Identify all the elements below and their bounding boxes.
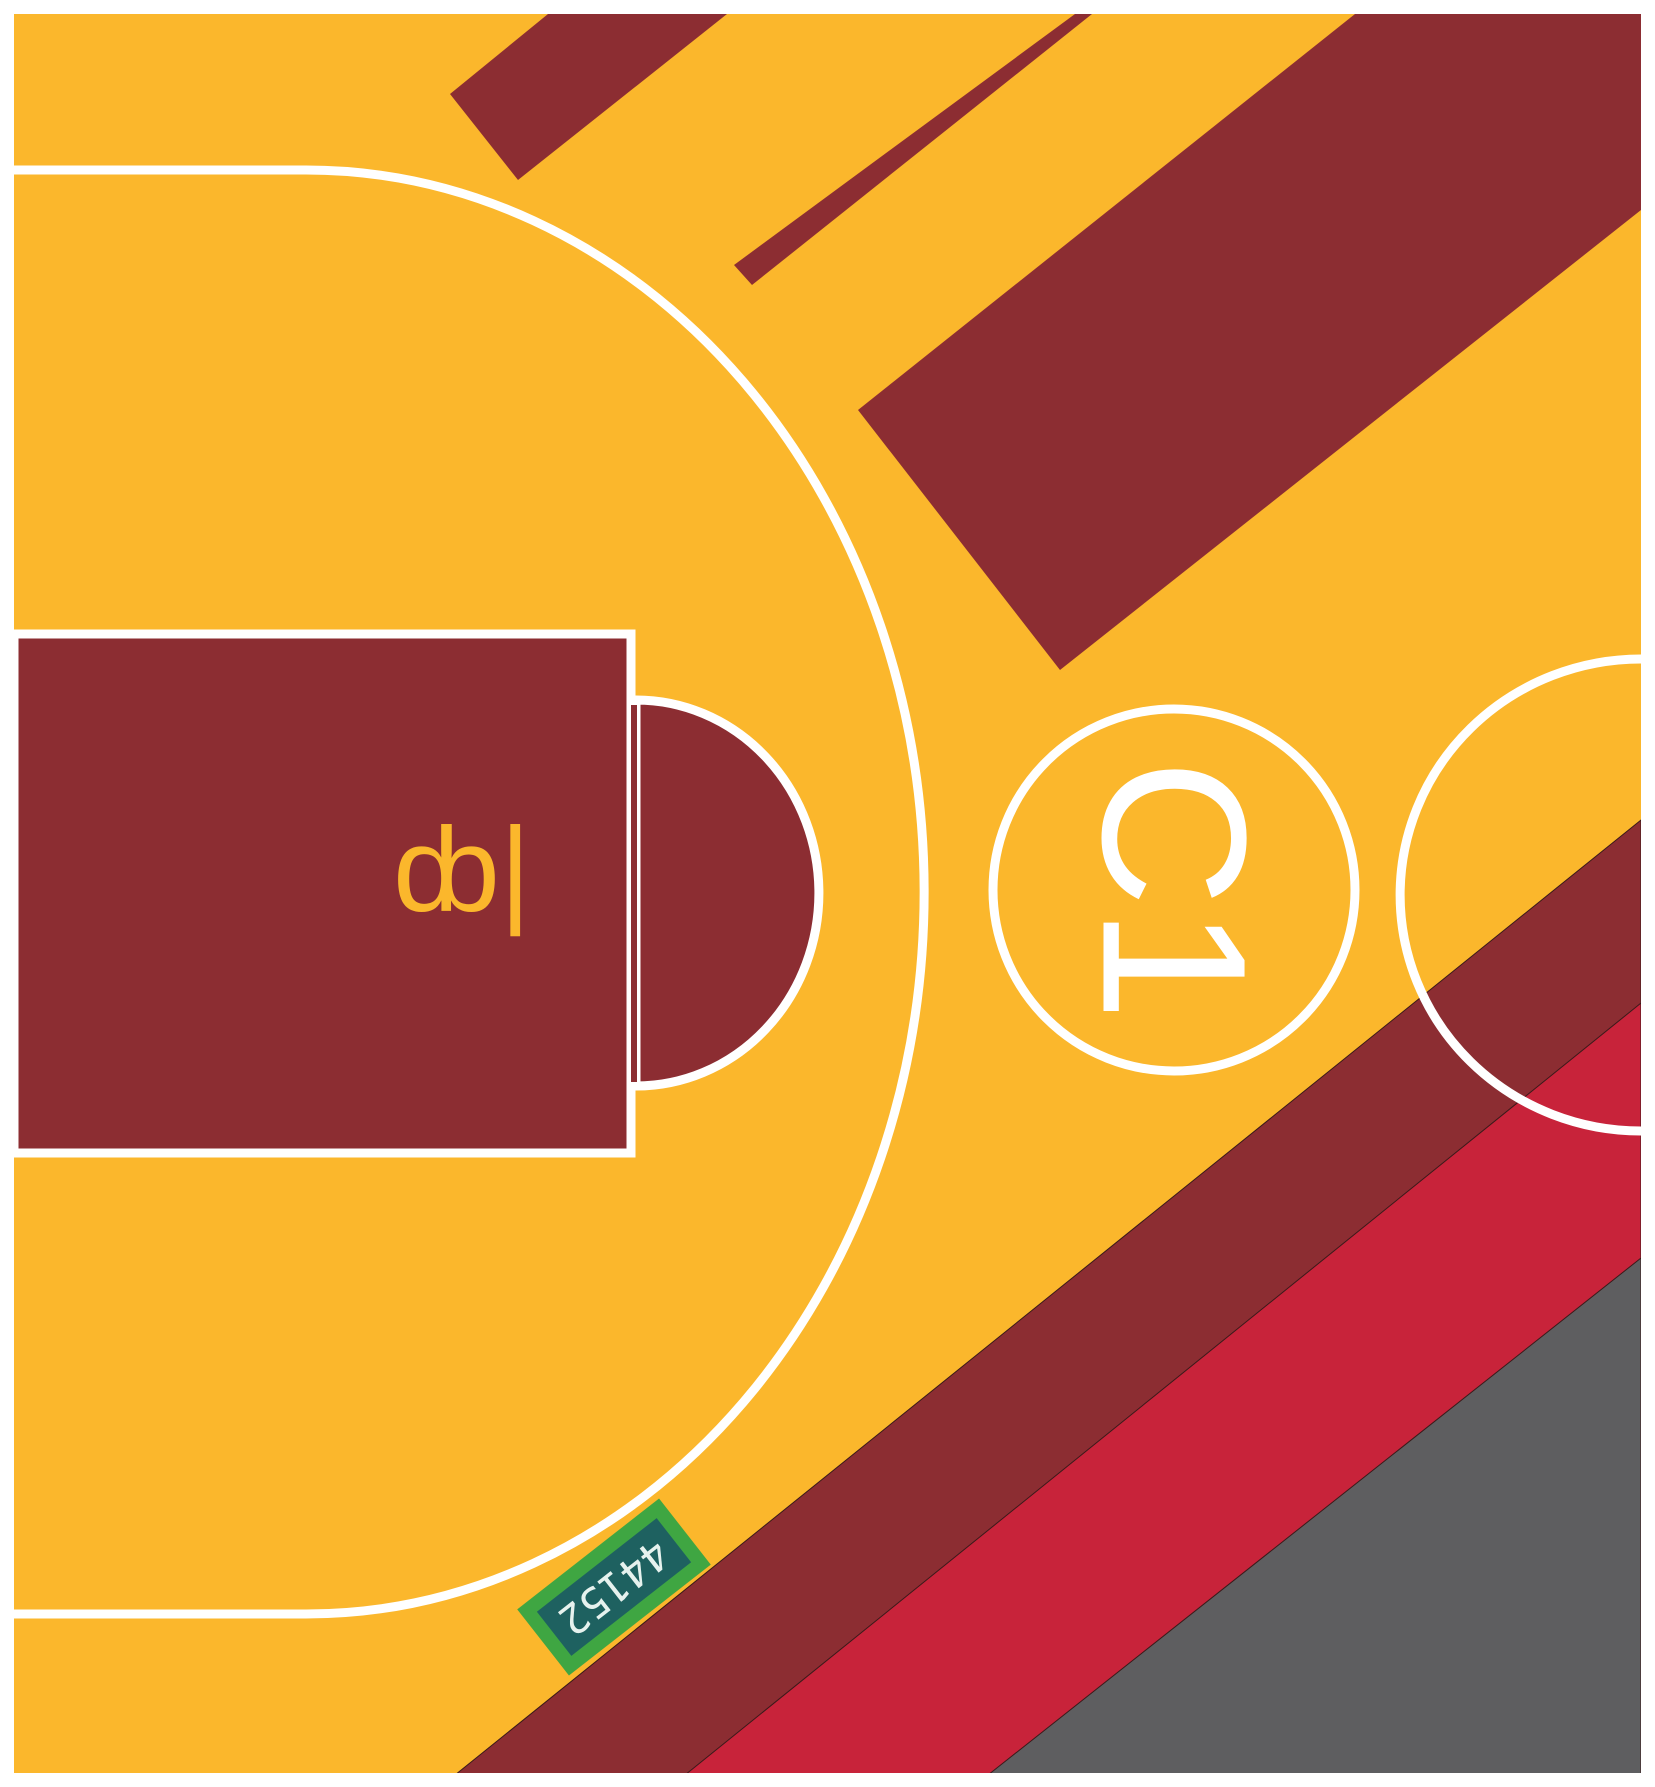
paint-key [9, 629, 636, 1158]
free-throw-marker: ȸ| [393, 803, 531, 937]
diagonal-band-top-left [450, 14, 727, 180]
right-circle-arc [1395, 654, 1642, 1136]
tag-inner [536, 1518, 692, 1656]
diagonal-band-large [858, 14, 1641, 670]
center-circle-label: C1 [1060, 759, 1289, 1021]
three-point-line [14, 165, 929, 1619]
free-throw-semicircle [631, 695, 824, 1091]
diagonal-thin-stripe [734, 14, 1092, 285]
center-circle [988, 704, 1360, 1076]
key-edge-cover [631, 705, 637, 1082]
